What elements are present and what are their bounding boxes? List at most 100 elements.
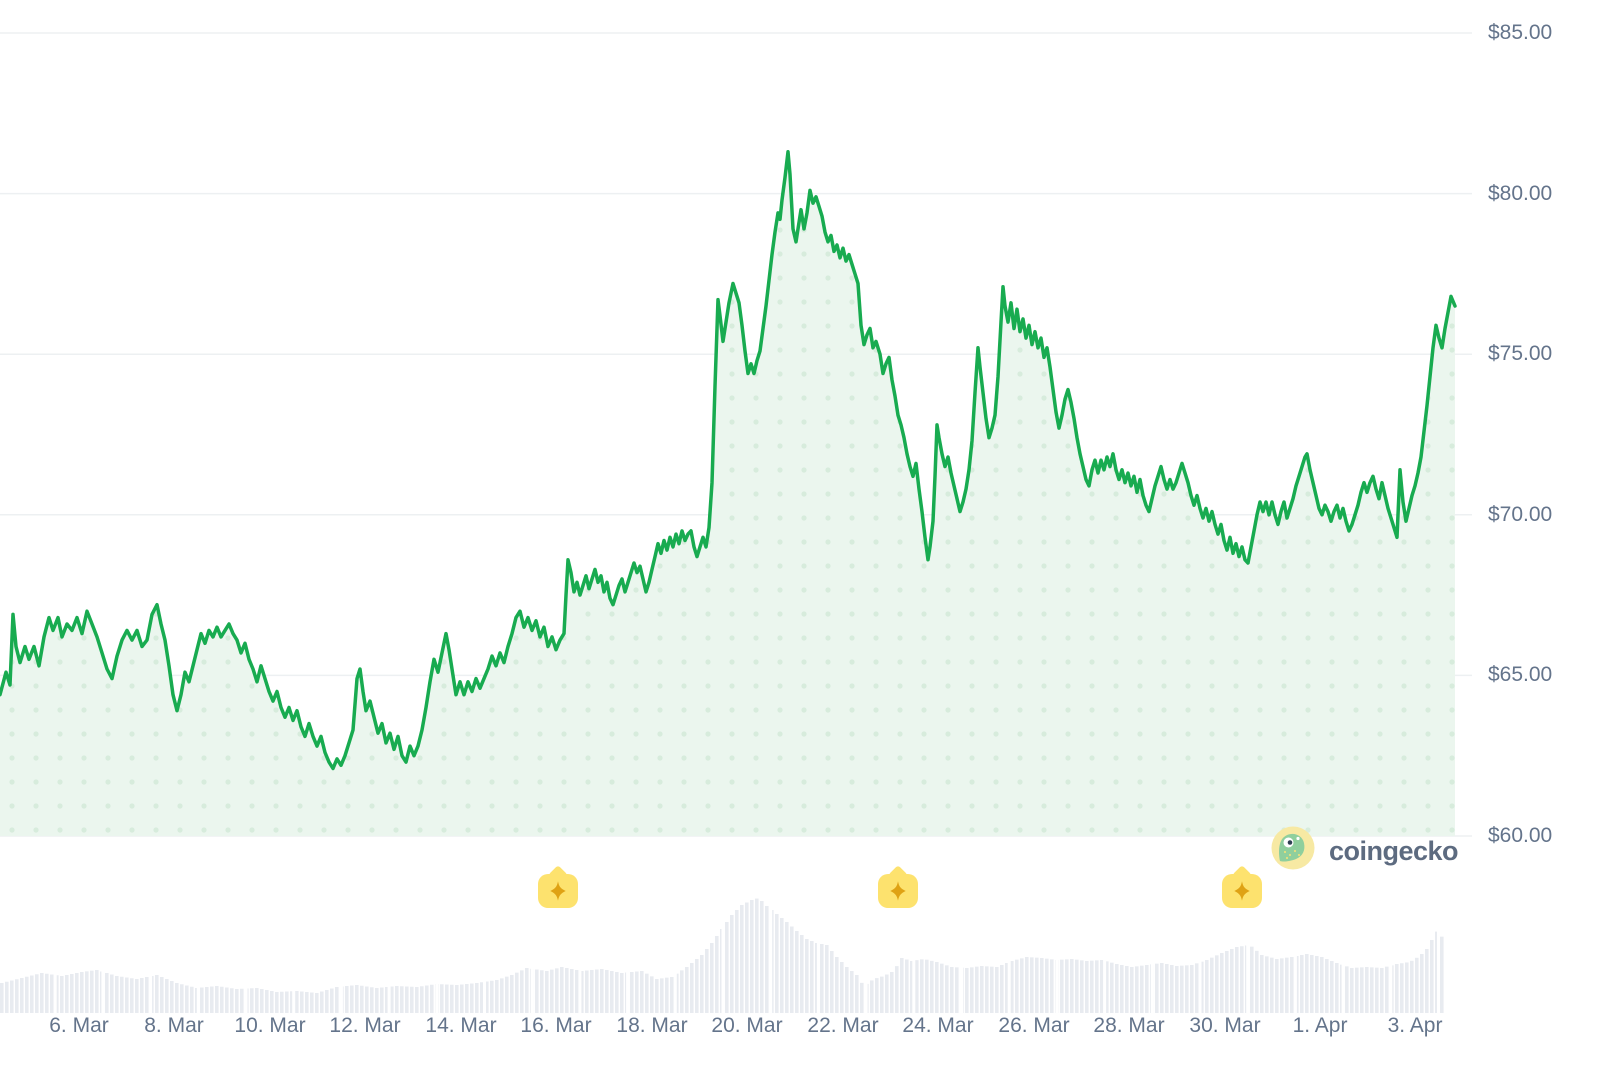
volume-bar — [1305, 954, 1309, 1013]
volume-bar — [765, 906, 769, 1013]
volume-bar — [1120, 965, 1124, 1013]
volume-bar — [1415, 957, 1419, 1013]
volume-bar — [255, 988, 259, 1013]
volume-bar — [130, 978, 134, 1013]
price-line-path — [0, 150, 1457, 771]
volume-bar — [1175, 966, 1179, 1013]
volume-bar — [320, 991, 324, 1013]
event-star-badge[interactable] — [878, 874, 918, 908]
volume-bar — [975, 966, 979, 1013]
volume-bar — [275, 992, 279, 1013]
volume-bar — [450, 984, 454, 1013]
event-star-badge[interactable] — [1222, 874, 1262, 908]
volume-bar — [910, 961, 914, 1013]
volume-bar — [870, 980, 874, 1013]
volume-bar — [70, 974, 74, 1013]
volume-bar — [105, 973, 109, 1013]
volume-bar — [885, 974, 889, 1013]
volume-bar — [365, 986, 369, 1013]
x-tick-label: 6. Mar — [49, 1014, 109, 1037]
volume-bar — [545, 971, 549, 1013]
volume-bar — [370, 987, 374, 1013]
volume-bar — [1385, 966, 1389, 1013]
volume-bar — [350, 985, 354, 1013]
volume-bar — [410, 986, 414, 1013]
volume-bar — [465, 984, 469, 1013]
volume-bar — [1400, 963, 1404, 1013]
volume-bar — [1205, 960, 1209, 1013]
volume-bar — [185, 985, 189, 1013]
volume-bar — [1165, 964, 1169, 1013]
volume-bar — [665, 977, 669, 1013]
volume-bar — [895, 966, 899, 1013]
volume-bar — [1350, 968, 1354, 1013]
volume-bar — [935, 962, 939, 1013]
x-tick-label: 8. Mar — [144, 1014, 204, 1037]
coingecko-watermark[interactable]: coingecko — [1271, 826, 1459, 870]
volume-bar — [785, 922, 789, 1013]
volume-bar — [550, 969, 554, 1013]
volume-bar — [400, 986, 404, 1013]
x-tick-label: 28. Mar — [1093, 1014, 1165, 1037]
volume-bar — [840, 962, 844, 1013]
volume-bar — [460, 984, 464, 1013]
volume-bar — [1410, 960, 1414, 1013]
volume-bar — [990, 966, 994, 1013]
volume-bar — [875, 978, 879, 1013]
volume-bar — [535, 969, 539, 1013]
volume-bar — [735, 910, 739, 1013]
volume-bar — [170, 981, 174, 1013]
volume-bar — [815, 943, 819, 1013]
volume-bar — [1050, 959, 1054, 1013]
volume-bar — [690, 963, 694, 1013]
volume-bar — [520, 970, 524, 1013]
volume-bar — [1130, 967, 1134, 1013]
volume-bar — [260, 989, 264, 1013]
volume-bar — [55, 975, 59, 1013]
volume-bar — [700, 955, 704, 1013]
volume-bar — [190, 986, 194, 1013]
volume-bar — [835, 957, 839, 1013]
volume-bar — [780, 918, 784, 1013]
volume-bar — [1155, 963, 1159, 1013]
volume-bar — [640, 971, 644, 1013]
volume-bar — [930, 960, 934, 1013]
y-tick-label: $60.00 — [1488, 824, 1553, 847]
volume-bar — [1370, 967, 1374, 1013]
volume-bar — [1395, 964, 1399, 1013]
volume-bar — [375, 988, 379, 1013]
volume-bar — [725, 922, 729, 1013]
volume-bar — [1115, 964, 1119, 1013]
volume-bar — [1435, 931, 1439, 1013]
volume-bar — [235, 989, 239, 1013]
volume-bar — [90, 970, 94, 1013]
volume-bar — [1275, 959, 1279, 1013]
volume-bar — [210, 986, 214, 1013]
price-line — [0, 150, 1457, 771]
x-tick-label: 20. Mar — [711, 1014, 783, 1037]
volume-bar — [1265, 956, 1269, 1013]
volume-bar — [205, 987, 209, 1013]
volume-bar — [0, 983, 4, 1013]
volume-bar — [200, 987, 204, 1013]
volume-bar — [820, 944, 824, 1013]
volume-bar — [750, 900, 754, 1013]
volume-bar — [1140, 965, 1144, 1013]
volume-bar — [595, 969, 599, 1013]
volume-bar — [1010, 961, 1014, 1013]
volume-bar — [1420, 954, 1424, 1013]
volume-bar — [180, 984, 184, 1013]
volume-bar — [1035, 957, 1039, 1013]
volume-bar — [475, 983, 479, 1013]
volume-bar — [1005, 963, 1009, 1013]
volume-bar — [825, 945, 829, 1013]
volume-bar — [1070, 959, 1074, 1013]
volume-bar — [660, 978, 664, 1013]
four-point-star-icon — [1234, 881, 1250, 901]
volume-bar — [1315, 956, 1319, 1013]
event-star-badge[interactable] — [538, 874, 578, 908]
volume-bar — [65, 975, 69, 1013]
volume-bar — [655, 979, 659, 1013]
volume-bar — [970, 967, 974, 1013]
